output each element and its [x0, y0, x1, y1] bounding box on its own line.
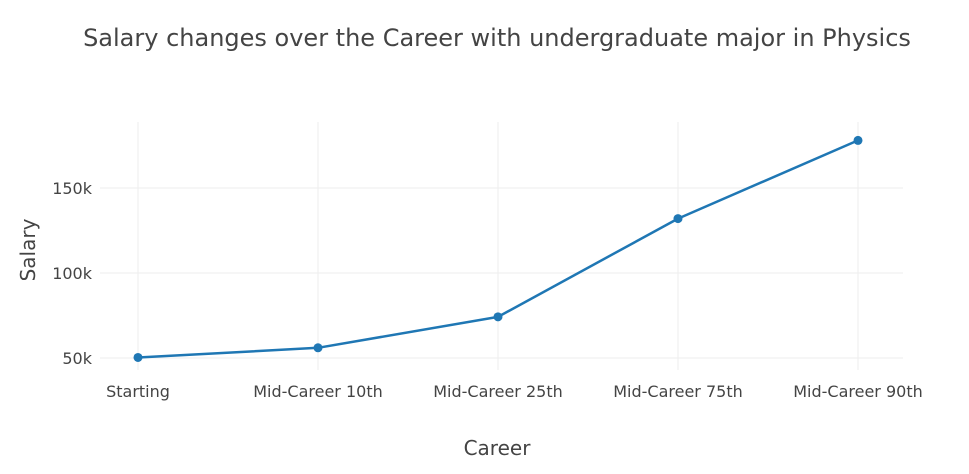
y-tick-label: 100k — [52, 264, 93, 283]
y-axis-title: Salary — [16, 218, 40, 281]
y-tick-label: 150k — [52, 179, 93, 198]
x-tick-label: Starting — [106, 382, 170, 401]
data-point — [493, 312, 503, 322]
y-tick-label: 50k — [62, 349, 92, 368]
data-point — [673, 214, 683, 224]
data-point — [313, 343, 323, 353]
series-group — [133, 135, 863, 362]
x-axis-ticks: Starting Mid-Career 10th Mid-Career 25th Mi… — [106, 382, 923, 401]
y-axis-ticks: 50k 100k 150k — [52, 179, 93, 368]
grid-lines — [100, 122, 903, 370]
x-tick-label: Mid-Career 25th — [433, 382, 563, 401]
data-point — [853, 135, 863, 145]
x-tick-label: Mid-Career 10th — [253, 382, 383, 401]
x-axis-title: Career — [464, 436, 532, 460]
x-tick-label: Mid-Career 90th — [793, 382, 923, 401]
x-tick-label: Mid-Career 75th — [613, 382, 743, 401]
data-point — [133, 352, 143, 362]
chart-title: Salary changes over the Career with unde… — [83, 24, 911, 52]
